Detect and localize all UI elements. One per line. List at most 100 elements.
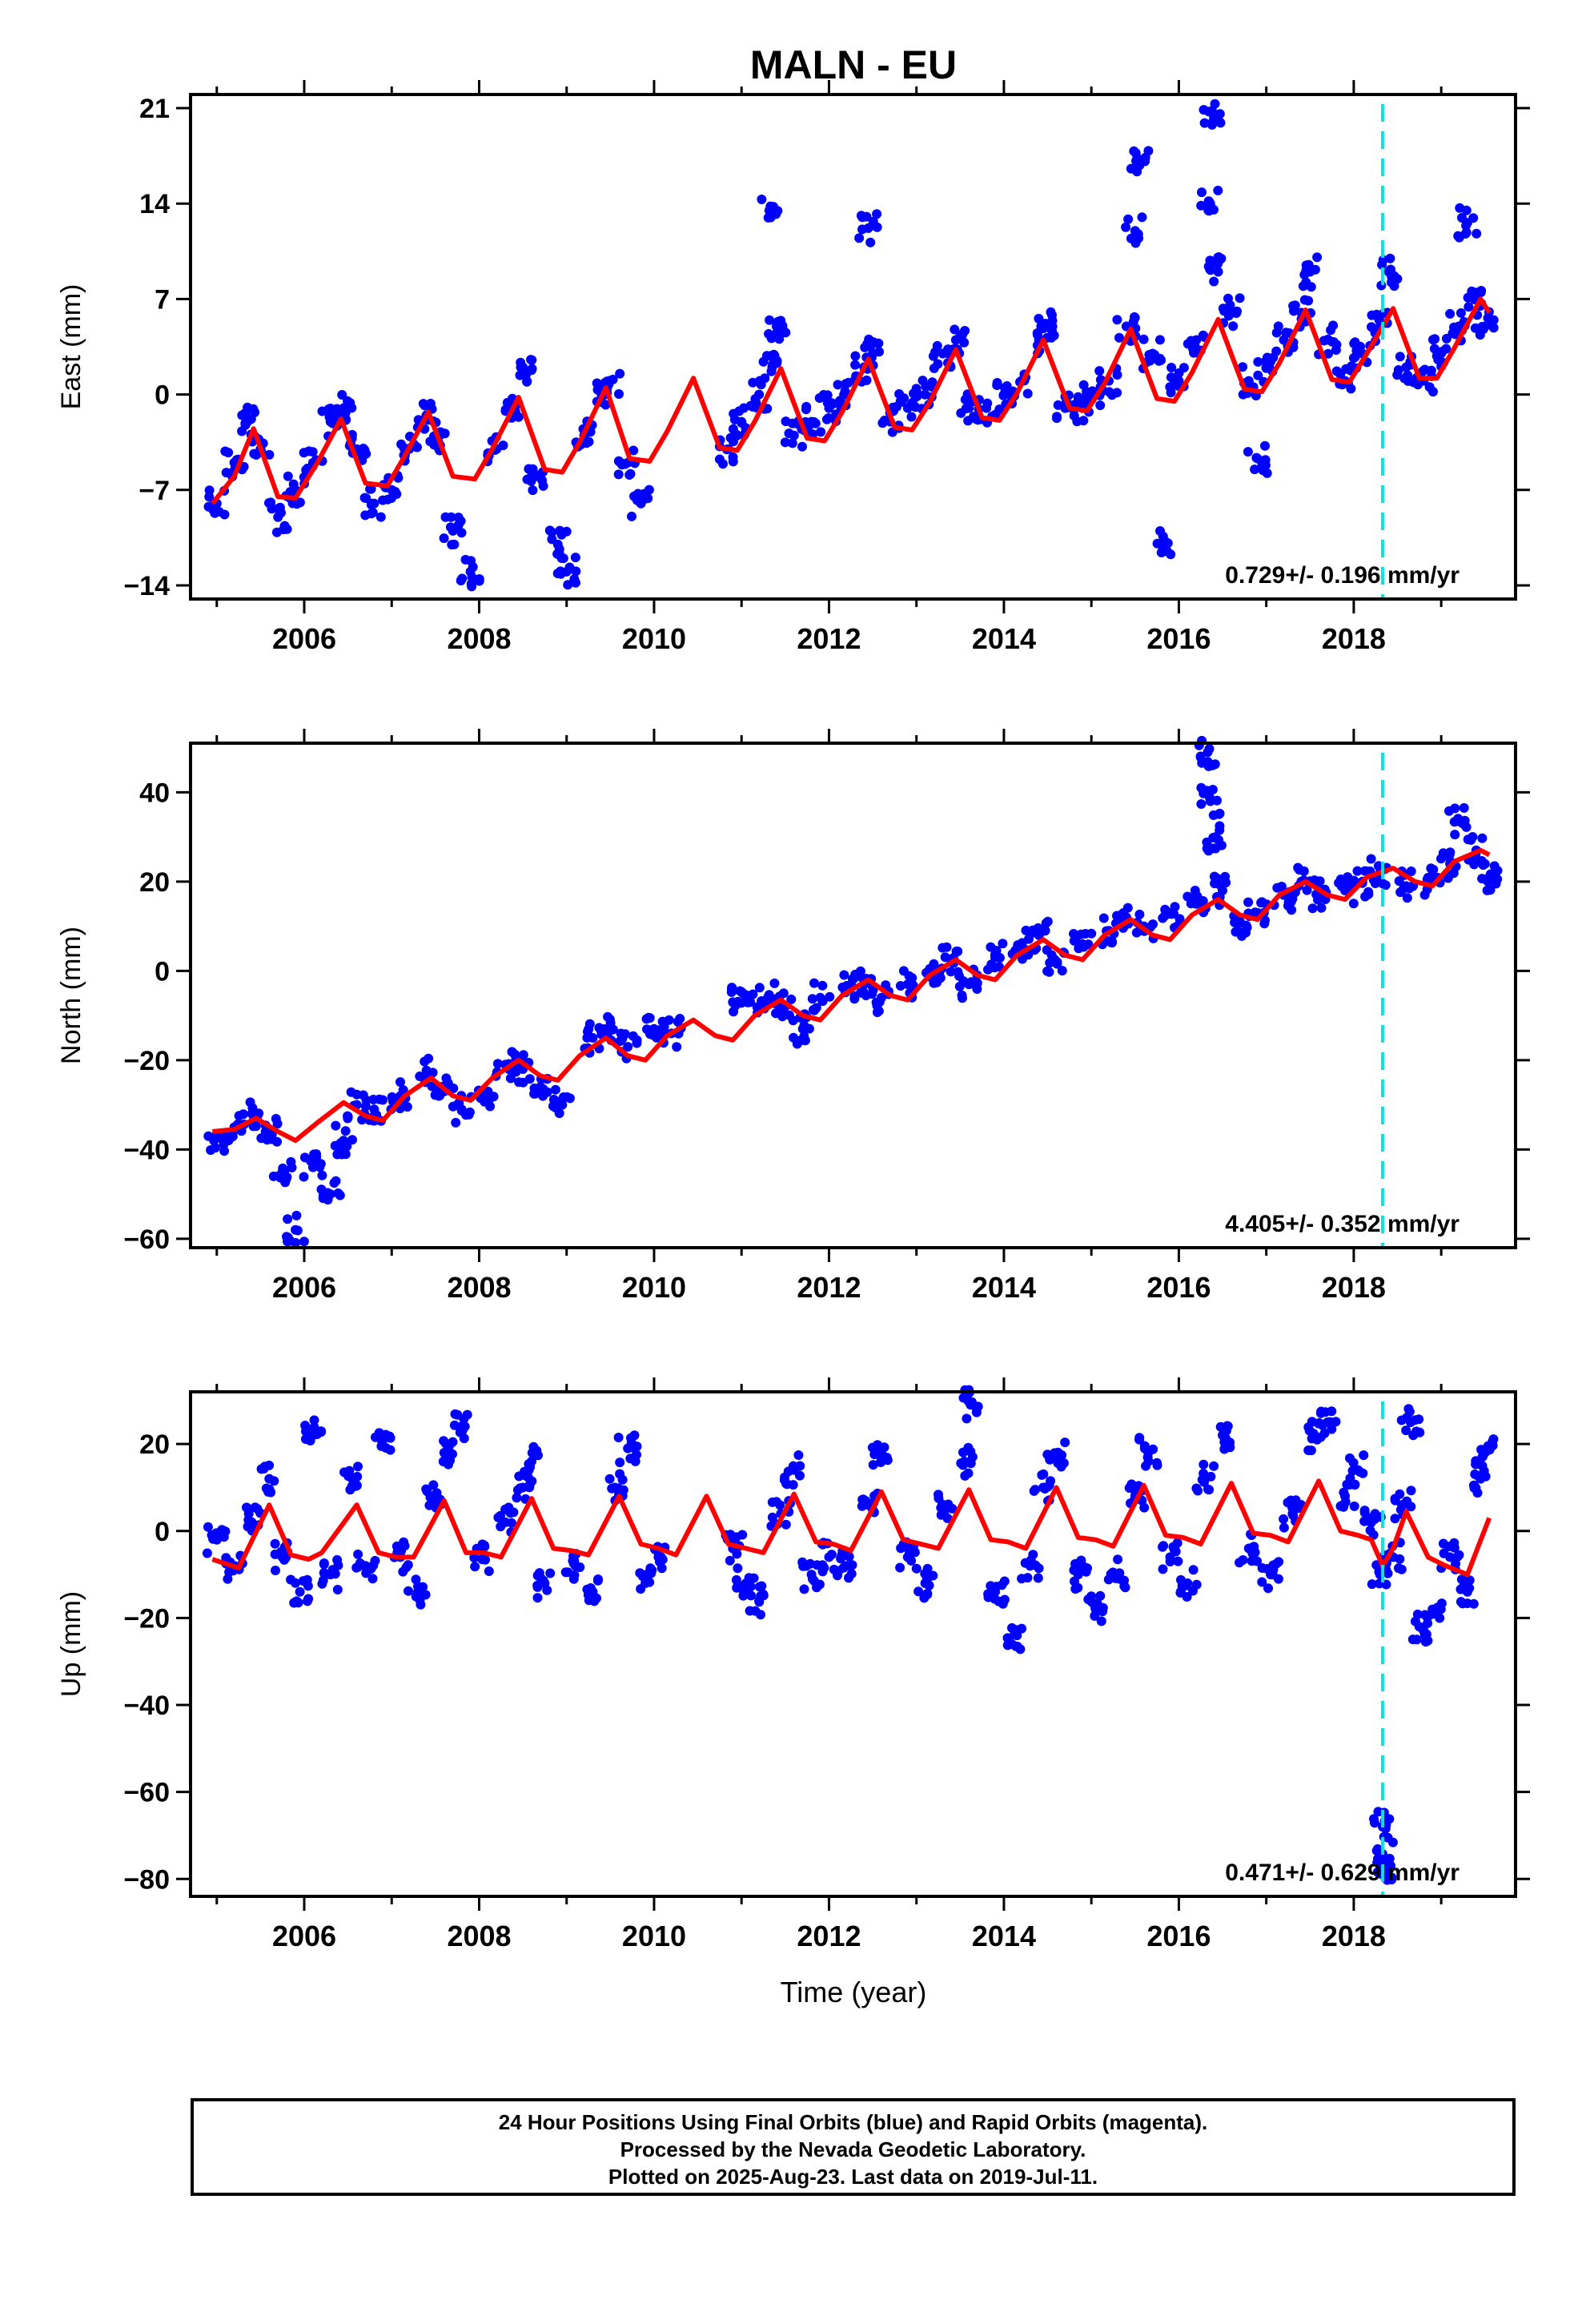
data-point — [1485, 885, 1496, 895]
data-point — [1114, 1574, 1125, 1584]
data-point — [1257, 1563, 1267, 1573]
data-point — [1287, 905, 1297, 915]
data-point — [1235, 1558, 1244, 1568]
data-point — [1323, 348, 1333, 359]
data-point — [288, 479, 299, 489]
data-point — [786, 994, 797, 1004]
data-point — [817, 980, 828, 991]
data-point — [825, 991, 835, 1002]
data-point — [817, 1566, 828, 1577]
data-point — [963, 416, 974, 426]
data-point — [1445, 308, 1456, 319]
data-point — [1359, 1506, 1370, 1516]
y-tick-label: −7 — [139, 476, 170, 506]
data-point — [1213, 185, 1223, 195]
data-point — [1028, 925, 1038, 935]
data-point — [774, 334, 785, 344]
data-point — [558, 1092, 568, 1102]
data-point — [1203, 1484, 1213, 1494]
data-point — [733, 1580, 743, 1590]
data-point — [1331, 366, 1342, 376]
data-point — [1484, 1445, 1495, 1455]
data-point — [468, 562, 478, 572]
data-point — [1078, 416, 1089, 426]
data-point — [932, 340, 942, 351]
data-point — [857, 1501, 867, 1511]
data-point — [1169, 1544, 1179, 1554]
data-point — [1199, 118, 1210, 128]
data-point — [520, 1466, 530, 1477]
data-point — [1271, 346, 1282, 356]
data-point — [1234, 927, 1244, 937]
y-tick-label: −40 — [123, 1691, 170, 1721]
data-point — [1366, 854, 1376, 864]
data-point — [1223, 293, 1233, 304]
data-point — [1359, 1450, 1369, 1461]
data-point — [1199, 1459, 1209, 1470]
data-point — [1339, 1502, 1349, 1512]
data-point — [959, 1458, 970, 1469]
data-point — [1326, 325, 1336, 336]
data-point — [1390, 1514, 1400, 1524]
data-point — [291, 1578, 300, 1588]
data-point — [1488, 323, 1499, 333]
data-point — [335, 1138, 346, 1148]
x-axis-label: Time (year) — [781, 1976, 927, 2008]
data-point — [1303, 296, 1314, 306]
data-point — [1158, 1541, 1169, 1551]
data-point — [1047, 316, 1058, 326]
data-point — [1475, 330, 1485, 340]
data-point — [1299, 866, 1309, 876]
data-point — [1411, 1634, 1422, 1645]
data-point — [775, 1003, 785, 1013]
data-point — [1428, 387, 1438, 397]
data-point — [1114, 332, 1124, 343]
data-point — [1134, 1434, 1144, 1445]
data-point — [738, 1590, 749, 1601]
data-point — [528, 485, 538, 496]
data-point — [1410, 1415, 1420, 1425]
data-point — [1235, 293, 1245, 304]
data-point — [333, 1188, 343, 1198]
data-point — [291, 1210, 302, 1220]
panel-2: −60 −40 −20 0 20 40 2006 2008 2010 2012 2014 2016 20… — [56, 729, 1530, 1304]
data-point — [922, 1588, 933, 1598]
panel-1: −14 −7 0 7 14 21 2006 2008 2010 2012 2014 2016 2018 E… — [56, 80, 1530, 655]
data-point — [532, 1582, 543, 1592]
model-line — [210, 296, 1492, 505]
data-point — [453, 520, 464, 530]
data-point — [966, 977, 977, 987]
data-point — [304, 1434, 315, 1445]
data-point — [1471, 1459, 1481, 1470]
data-point — [1347, 1466, 1358, 1476]
data-point — [1411, 1426, 1422, 1437]
data-point — [291, 1596, 302, 1606]
data-point — [1401, 1425, 1411, 1436]
data-point — [527, 364, 537, 374]
data-point — [1325, 1417, 1335, 1427]
data-point — [1079, 1562, 1090, 1572]
data-point — [1042, 916, 1053, 927]
data-point — [1238, 362, 1248, 372]
data-point — [466, 579, 476, 589]
data-point — [1310, 264, 1320, 275]
y-axis-label: North (mm) — [56, 927, 86, 1064]
data-point — [1263, 1583, 1273, 1594]
data-point — [456, 576, 466, 585]
data-point — [1144, 350, 1154, 360]
data-point — [895, 981, 905, 991]
data-point — [480, 1540, 489, 1550]
data-point — [1331, 345, 1341, 355]
data-point — [585, 1583, 596, 1593]
data-point — [1316, 903, 1327, 913]
data-point — [516, 357, 526, 368]
data-point — [209, 1136, 219, 1146]
data-point — [1140, 152, 1150, 163]
data-point — [299, 1236, 309, 1247]
data-point — [361, 1095, 371, 1105]
data-point — [332, 1585, 343, 1594]
data-point — [857, 224, 867, 235]
data-point — [809, 978, 819, 988]
data-point — [593, 1574, 603, 1584]
data-point — [498, 440, 508, 451]
